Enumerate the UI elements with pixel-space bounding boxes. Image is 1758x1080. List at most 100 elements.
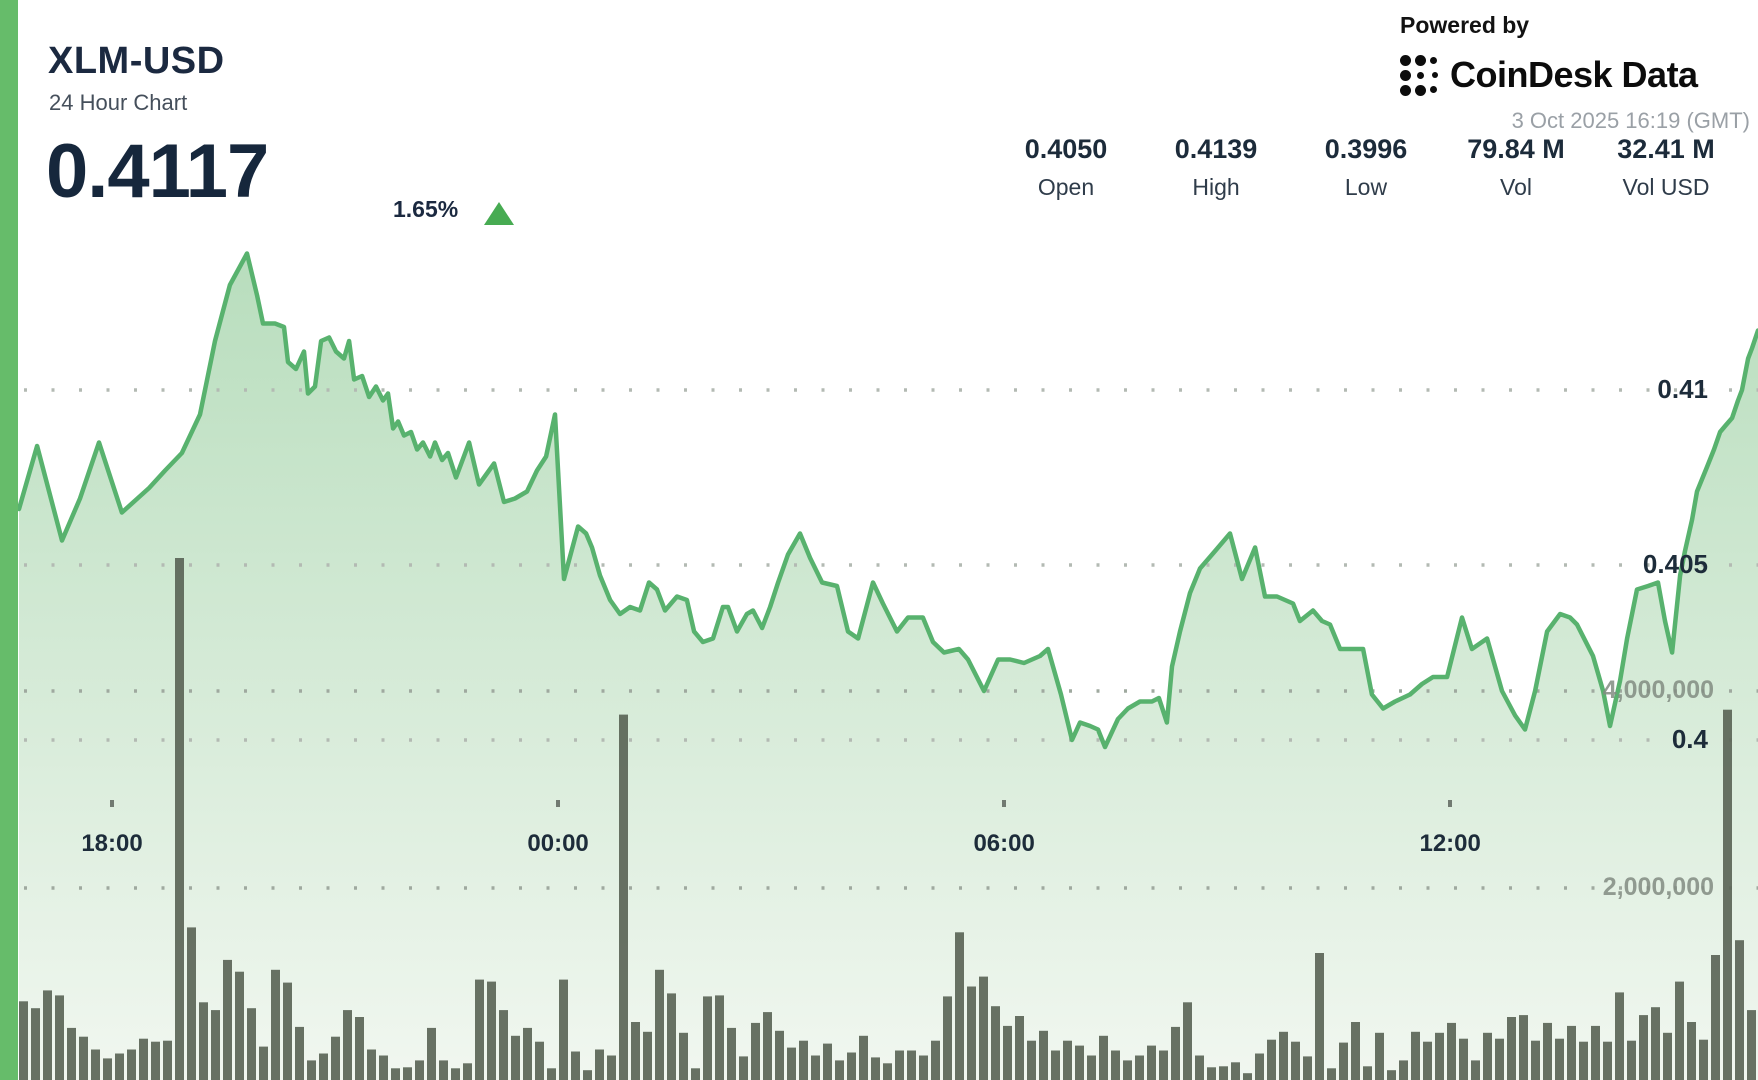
volume-bar	[283, 982, 292, 1080]
volume-bar	[1255, 1053, 1264, 1080]
volume-bar	[907, 1050, 916, 1080]
volume-bar	[559, 979, 568, 1080]
volume-bar	[115, 1053, 124, 1080]
volume-bar	[583, 1070, 592, 1080]
volume-bar	[1627, 1040, 1636, 1080]
volume-bar	[1219, 1066, 1228, 1080]
volume-bar	[1663, 1032, 1672, 1080]
volume-bar	[1147, 1045, 1156, 1080]
volume-bar	[391, 1068, 400, 1080]
volume-bar	[271, 969, 280, 1080]
volume-bar	[1027, 1040, 1036, 1080]
x-axis-tick	[556, 800, 561, 807]
x-axis-time-label: 18:00	[81, 830, 143, 857]
volume-bar	[355, 1017, 364, 1080]
volume-bar	[19, 1001, 28, 1080]
volume-bar	[1375, 1032, 1384, 1080]
stat-low-label: Low	[1344, 174, 1388, 200]
volume-bar	[79, 1036, 88, 1080]
volume-bar	[763, 1012, 772, 1080]
volume-bar	[847, 1052, 856, 1080]
volume-bar	[1231, 1062, 1240, 1080]
volume-bar	[1639, 1015, 1648, 1080]
volume-bar	[715, 995, 724, 1080]
volume-bar	[463, 1063, 472, 1080]
volume-bar	[379, 1055, 388, 1080]
volume-bar	[1339, 1042, 1348, 1080]
volume-bar	[1063, 1040, 1072, 1080]
volume-bar	[1075, 1045, 1084, 1080]
price-change-percent: 1.65%	[393, 196, 459, 222]
volume-bar	[319, 1053, 328, 1080]
volume-bar	[415, 1060, 424, 1080]
volume-bar	[1531, 1040, 1540, 1080]
volume-bar	[1327, 1068, 1336, 1080]
volume-bar	[535, 1041, 544, 1080]
y-axis-volume-label: 2,000,000	[1602, 873, 1714, 901]
volume-bar	[127, 1049, 136, 1080]
volume-bar	[1555, 1038, 1564, 1080]
volume-bar	[1459, 1038, 1468, 1080]
x-axis-time-label: 00:00	[527, 830, 589, 857]
volume-bar	[643, 1031, 652, 1080]
volume-bar	[1039, 1030, 1048, 1080]
x-axis-tick	[110, 800, 115, 807]
stat-high: 0.4139 High	[1141, 134, 1291, 201]
volume-bar	[1003, 1025, 1012, 1080]
volume-bar	[439, 1060, 448, 1080]
volume-bar	[1723, 709, 1732, 1080]
powered-by-label: Powered by	[1400, 12, 1530, 38]
volume-bar	[943, 996, 952, 1080]
volume-bar	[1519, 1015, 1528, 1080]
symbol-title: XLM-USD	[48, 40, 225, 82]
volume-bar	[1135, 1055, 1144, 1080]
volume-bar	[679, 1032, 688, 1080]
stat-open-label: Open	[1037, 174, 1095, 200]
volume-bar	[1711, 955, 1720, 1080]
up-triangle-icon	[484, 202, 514, 225]
volume-bar	[343, 1010, 352, 1080]
stat-vol: 79.84 M Vol	[1441, 134, 1591, 201]
volume-bar	[403, 1067, 412, 1080]
volume-bar	[487, 981, 496, 1080]
volume-bar	[919, 1055, 928, 1080]
volume-bar	[139, 1038, 148, 1080]
volume-bar	[1111, 1050, 1120, 1080]
volume-bar	[1123, 1060, 1132, 1080]
x-axis-tick	[1448, 800, 1453, 807]
stat-high-value: 0.4139	[1174, 134, 1258, 164]
stat-low: 0.3996 Low	[1291, 134, 1441, 201]
volume-bar	[619, 714, 628, 1080]
volume-bar	[1543, 1022, 1552, 1080]
volume-bar	[1351, 1022, 1360, 1080]
volume-bar	[547, 1068, 556, 1080]
volume-bar	[1675, 981, 1684, 1080]
volume-bar	[1483, 1032, 1492, 1080]
timestamp: 3 Oct 2025 16:19 (GMT)	[1511, 108, 1750, 133]
volume-bar	[631, 1022, 640, 1080]
volume-bar	[1747, 1010, 1756, 1080]
volume-bar	[1603, 1041, 1612, 1080]
volume-bar	[1435, 1032, 1444, 1080]
volume-bar	[1447, 1022, 1456, 1080]
volume-bar	[1303, 1056, 1312, 1080]
volume-bar	[667, 993, 676, 1080]
volume-bar	[367, 1049, 376, 1080]
chart-range-subtitle: 24 Hour Chart	[49, 90, 188, 115]
stat-vol-usd-value: 32.41 M	[1617, 134, 1715, 164]
volume-bar	[1207, 1067, 1216, 1080]
volume-bar	[835, 1060, 844, 1080]
stat-high-label: High	[1192, 174, 1240, 200]
volume-bar	[1315, 953, 1324, 1080]
volume-bar	[1099, 1035, 1108, 1080]
volume-bar	[295, 1026, 304, 1080]
volume-bar	[235, 971, 244, 1080]
volume-bar	[307, 1060, 316, 1080]
volume-bar	[799, 1040, 808, 1080]
volume-bar	[55, 995, 64, 1080]
volume-bar	[571, 1051, 580, 1080]
volume-bar	[451, 1068, 460, 1080]
volume-bar	[1687, 1022, 1696, 1080]
volume-bar	[1279, 1031, 1288, 1080]
volume-bar	[1423, 1041, 1432, 1080]
